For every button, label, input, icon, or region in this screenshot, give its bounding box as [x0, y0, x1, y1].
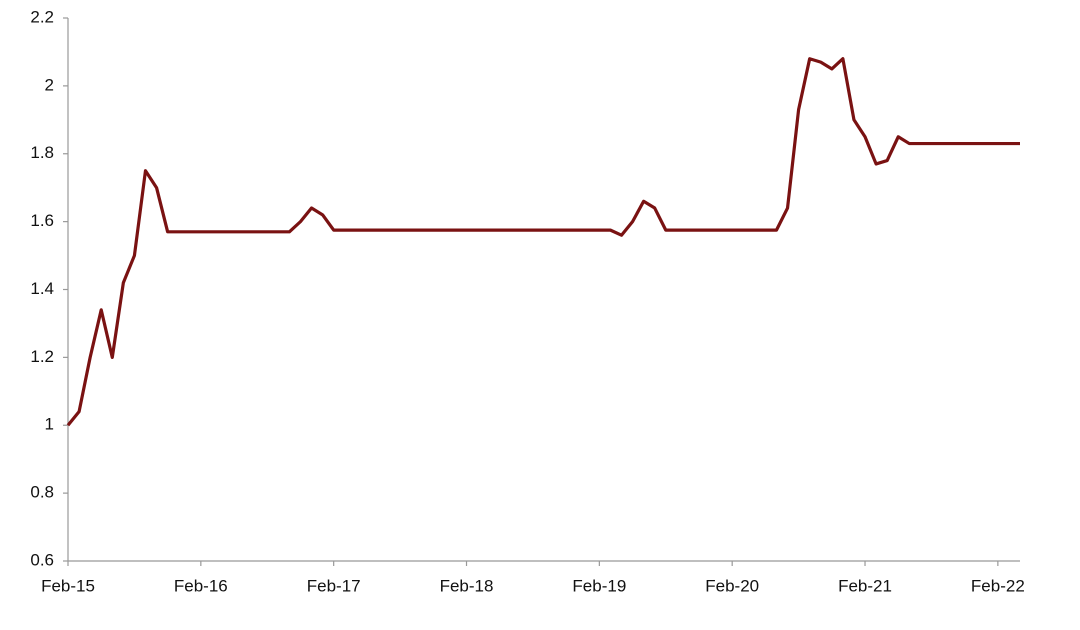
y-tick-label: 2 [45, 75, 54, 94]
y-tick-label: 2.2 [30, 7, 54, 26]
y-tick-label: 1.4 [30, 279, 54, 298]
y-tick-label: 1.8 [30, 143, 54, 162]
x-tick-label: Feb-16 [174, 576, 228, 595]
x-tick-label: Feb-22 [971, 576, 1025, 595]
x-tick-label: Feb-18 [440, 576, 494, 595]
x-tick-label: Feb-19 [572, 576, 626, 595]
y-tick-label: 0.8 [30, 483, 54, 502]
x-tick-label: Feb-15 [41, 576, 95, 595]
y-tick-label: 1.2 [30, 347, 54, 366]
x-tick-label: Feb-20 [705, 576, 759, 595]
y-tick-label: 0.6 [30, 550, 54, 569]
y-tick-label: 1 [45, 415, 54, 434]
x-tick-label: Feb-17 [307, 576, 361, 595]
y-tick-label: 1.6 [30, 211, 54, 230]
x-tick-label: Feb-21 [838, 576, 892, 595]
data-line [66, 57, 1020, 427]
